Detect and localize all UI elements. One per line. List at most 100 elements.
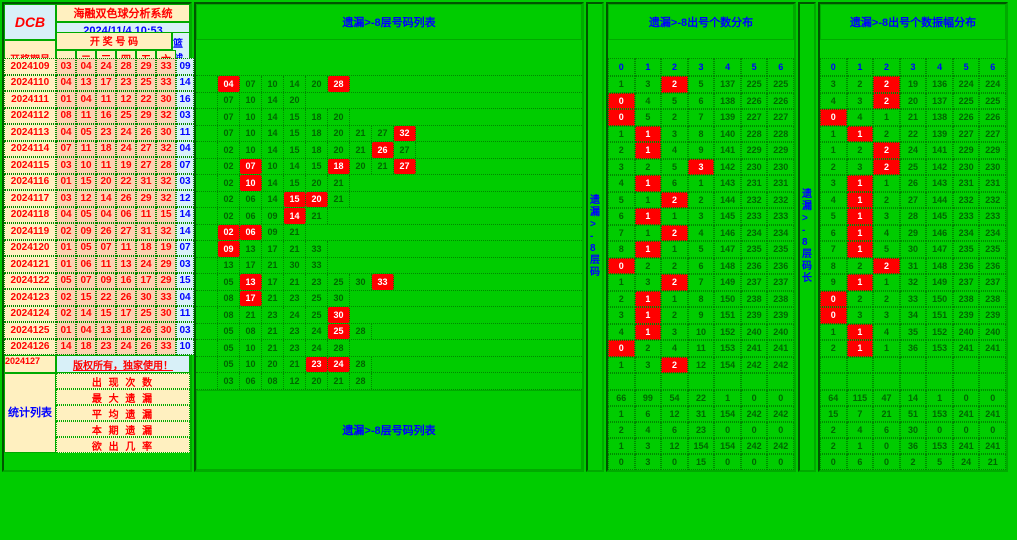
dist-cell: 4 bbox=[608, 324, 635, 341]
green-number: 17 bbox=[262, 241, 284, 257]
red-ball: 33 bbox=[156, 75, 176, 92]
dist-cell: 151 bbox=[926, 307, 953, 324]
dist-cell: 19 bbox=[900, 76, 927, 93]
summary-cell: 2 bbox=[900, 454, 927, 470]
green-number: 20 bbox=[306, 76, 328, 92]
green-number: 28 bbox=[328, 340, 350, 356]
stat-row: 平 均 遗 漏 bbox=[56, 405, 190, 421]
summary-cell: 2 bbox=[820, 438, 847, 454]
dist-cell: 3 bbox=[873, 307, 900, 324]
period-cell: 2024118 bbox=[4, 207, 56, 224]
summary-cell: 0 bbox=[926, 422, 953, 438]
dist-cell: 240 bbox=[741, 324, 768, 341]
green-number: 21 bbox=[328, 175, 350, 191]
summary-cell: 242 bbox=[741, 438, 768, 454]
red-ball: 18 bbox=[76, 339, 96, 356]
period-cell: 2024126 bbox=[4, 339, 56, 356]
red-ball: 32 bbox=[156, 108, 176, 125]
dist-col-header: 4 bbox=[926, 58, 953, 76]
red-ball: 11 bbox=[116, 240, 136, 257]
green-number: 15 bbox=[306, 159, 328, 175]
green-number: 21 bbox=[328, 192, 350, 208]
red-highlight: 30 bbox=[328, 307, 350, 323]
grid-row: 07101420 bbox=[196, 93, 582, 110]
period-cell: 2024116 bbox=[4, 174, 56, 191]
dist-cell: 21 bbox=[900, 109, 927, 126]
red-ball: 23 bbox=[96, 339, 116, 356]
green-number: 21 bbox=[284, 357, 306, 373]
dist-cell: 4 bbox=[635, 93, 662, 110]
dist-cell: 3 bbox=[661, 324, 688, 341]
red-ball: 04 bbox=[76, 58, 96, 75]
blue-ball: 04 bbox=[176, 289, 194, 306]
green-number: 21 bbox=[306, 208, 328, 224]
period-cell: 2024115 bbox=[4, 157, 56, 174]
red-highlight: 32 bbox=[394, 126, 416, 142]
dist-cell: 239 bbox=[767, 307, 794, 324]
dist-cell: 4 bbox=[873, 324, 900, 341]
dist-cell: 2 bbox=[661, 307, 688, 324]
vert-label-2: 遗漏>-8层码长 bbox=[798, 2, 816, 472]
red-ball: 01 bbox=[56, 322, 76, 339]
grid-row: 1317213033 bbox=[196, 258, 582, 275]
dist-row: 51328145233233 bbox=[820, 208, 1006, 225]
green-number: 10 bbox=[240, 126, 262, 142]
grid-row: 051021232428 bbox=[196, 340, 582, 357]
green-number: 21 bbox=[284, 241, 306, 257]
green-number: 07 bbox=[218, 109, 240, 125]
dist-cell: 225 bbox=[741, 76, 768, 93]
green-number: 25 bbox=[306, 291, 328, 307]
red-ball: 11 bbox=[96, 157, 116, 174]
summary-cell: 66 bbox=[608, 390, 635, 406]
dist-cell bbox=[873, 373, 900, 390]
dist-cell: 4 bbox=[608, 175, 635, 192]
dist-row: 11222139227227 bbox=[820, 126, 1006, 143]
red-highlight: 0 bbox=[608, 93, 635, 110]
green-number: 17 bbox=[240, 258, 262, 274]
dist-cell: 141 bbox=[714, 142, 741, 159]
dist-cell: 1 bbox=[608, 126, 635, 143]
dist-cell: 28 bbox=[900, 208, 927, 225]
dist-cell: 3 bbox=[688, 208, 715, 225]
dist-col-header: 6 bbox=[767, 58, 794, 76]
dist-cell: 26 bbox=[900, 175, 927, 192]
red-ball: 32 bbox=[156, 190, 176, 207]
copyright-link[interactable]: 版权所有，独家使用！ bbox=[56, 355, 190, 373]
dist-cell: 1 bbox=[873, 274, 900, 291]
green-number: 30 bbox=[328, 291, 350, 307]
left-panel: DCB 海融双色球分析系统 2024/11/4 10:53 开奖期号 开 奖 号… bbox=[2, 2, 192, 472]
table-row: 202412302152226303304 bbox=[4, 289, 190, 306]
dist-cell: 149 bbox=[926, 274, 953, 291]
dist-col-header: 2 bbox=[873, 58, 900, 76]
red-highlight: 09 bbox=[218, 241, 240, 257]
red-ball: 09 bbox=[76, 223, 96, 240]
dist-cell bbox=[741, 373, 768, 390]
red-ball: 32 bbox=[156, 174, 176, 191]
green-number: 09 bbox=[262, 225, 284, 241]
green-number: 14 bbox=[262, 142, 284, 158]
dist-cell: 225 bbox=[953, 93, 980, 110]
dist-cell: 228 bbox=[767, 126, 794, 143]
dist-cell bbox=[820, 357, 847, 374]
red-highlight: 27 bbox=[394, 159, 416, 175]
dist-cell: 138 bbox=[714, 93, 741, 110]
red-highlight: 1 bbox=[847, 324, 874, 341]
dist-cell: 2 bbox=[847, 291, 874, 308]
summary-cell: 241 bbox=[953, 438, 980, 454]
red-ball: 04 bbox=[56, 124, 76, 141]
blue-ball: 16 bbox=[176, 91, 194, 108]
dist-cell: 146 bbox=[714, 225, 741, 242]
red-ball: 02 bbox=[56, 306, 76, 323]
green-number: 05 bbox=[218, 357, 240, 373]
dist-row: 1327149237237 bbox=[608, 274, 794, 291]
red-ball: 07 bbox=[96, 240, 116, 257]
summary-cell: 0 bbox=[714, 454, 741, 470]
summary-cell: 115 bbox=[847, 390, 874, 406]
dist-cell: 3 bbox=[608, 307, 635, 324]
dist-cell: 144 bbox=[714, 192, 741, 209]
dist-cell: 3 bbox=[820, 76, 847, 93]
dist-cell: 148 bbox=[714, 258, 741, 275]
green-number: 14 bbox=[262, 192, 284, 208]
green-number: 20 bbox=[328, 126, 350, 142]
red-ball: 06 bbox=[76, 256, 96, 273]
